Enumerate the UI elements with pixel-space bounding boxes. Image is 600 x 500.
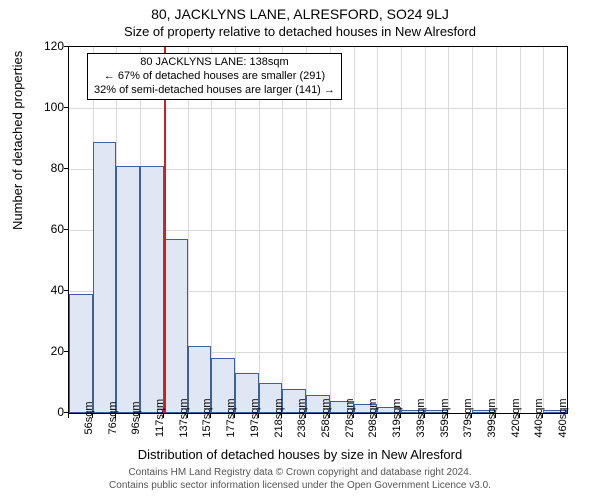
- x-tick-label: 56sqm: [83, 401, 95, 434]
- x-tick-label: 319sqm: [391, 398, 403, 437]
- annotation-line1: 80 JACKLYNS LANE: 138sqm: [94, 56, 335, 70]
- x-tick-label: 298sqm: [367, 398, 379, 437]
- x-tick-label: 157sqm: [201, 398, 213, 437]
- bars-group: [69, 47, 567, 413]
- x-tick-label: 96sqm: [130, 401, 142, 434]
- bar: [164, 239, 188, 413]
- x-tick-label: 238sqm: [296, 398, 308, 437]
- x-tick-label: 177sqm: [225, 398, 237, 437]
- x-tick-label: 399sqm: [486, 398, 498, 437]
- annotation-line2: ← 67% of detached houses are smaller (29…: [94, 70, 335, 84]
- x-tick-label: 197sqm: [249, 398, 261, 437]
- x-tick-label: 258sqm: [320, 398, 332, 437]
- chart-title: 80, JACKLYNS LANE, ALRESFORD, SO24 9LJ: [0, 6, 600, 22]
- plot-area: 80 JACKLYNS LANE: 138sqm ← 67% of detach…: [68, 46, 568, 414]
- y-axis-label: Number of detached properties: [10, 51, 25, 230]
- y-tick-label: 120: [44, 39, 64, 53]
- footer-line1: Contains HM Land Registry data © Crown c…: [0, 466, 600, 479]
- x-tick-label: 117sqm: [154, 399, 166, 437]
- chart-subtitle: Size of property relative to detached ho…: [0, 24, 600, 39]
- x-tick-label: 339sqm: [415, 398, 427, 437]
- y-tick-label: 100: [44, 100, 64, 114]
- footer-line2: Contains public sector information licen…: [0, 479, 600, 492]
- x-axis-label: Distribution of detached houses by size …: [0, 447, 600, 462]
- footer: Contains HM Land Registry data © Crown c…: [0, 466, 600, 492]
- x-tick-label: 379sqm: [462, 398, 474, 437]
- y-tick-label: 20: [51, 344, 64, 358]
- bar: [140, 166, 164, 413]
- x-tick-label: 460sqm: [557, 398, 569, 437]
- x-tick-label: 440sqm: [533, 398, 545, 437]
- bar: [93, 142, 117, 413]
- x-tick-label: 76sqm: [107, 401, 119, 434]
- bar: [69, 294, 93, 413]
- bar: [116, 166, 140, 413]
- y-tick-label: 0: [57, 405, 64, 419]
- y-tick-label: 80: [51, 161, 64, 175]
- annotation-box: 80 JACKLYNS LANE: 138sqm ← 67% of detach…: [87, 53, 342, 100]
- x-tick-label: 420sqm: [510, 398, 522, 437]
- x-tick-label: 137sqm: [178, 398, 190, 437]
- x-tick-label: 359sqm: [439, 398, 451, 437]
- annotation-line3: 32% of semi-detached houses are larger (…: [94, 84, 335, 98]
- x-tick-label: 278sqm: [344, 398, 356, 437]
- y-tick-label: 40: [51, 283, 64, 297]
- y-tick-label: 60: [51, 222, 64, 236]
- x-tick-label: 218sqm: [273, 398, 285, 437]
- reference-line: [164, 47, 166, 413]
- chart-container: 80, JACKLYNS LANE, ALRESFORD, SO24 9LJ S…: [0, 0, 600, 500]
